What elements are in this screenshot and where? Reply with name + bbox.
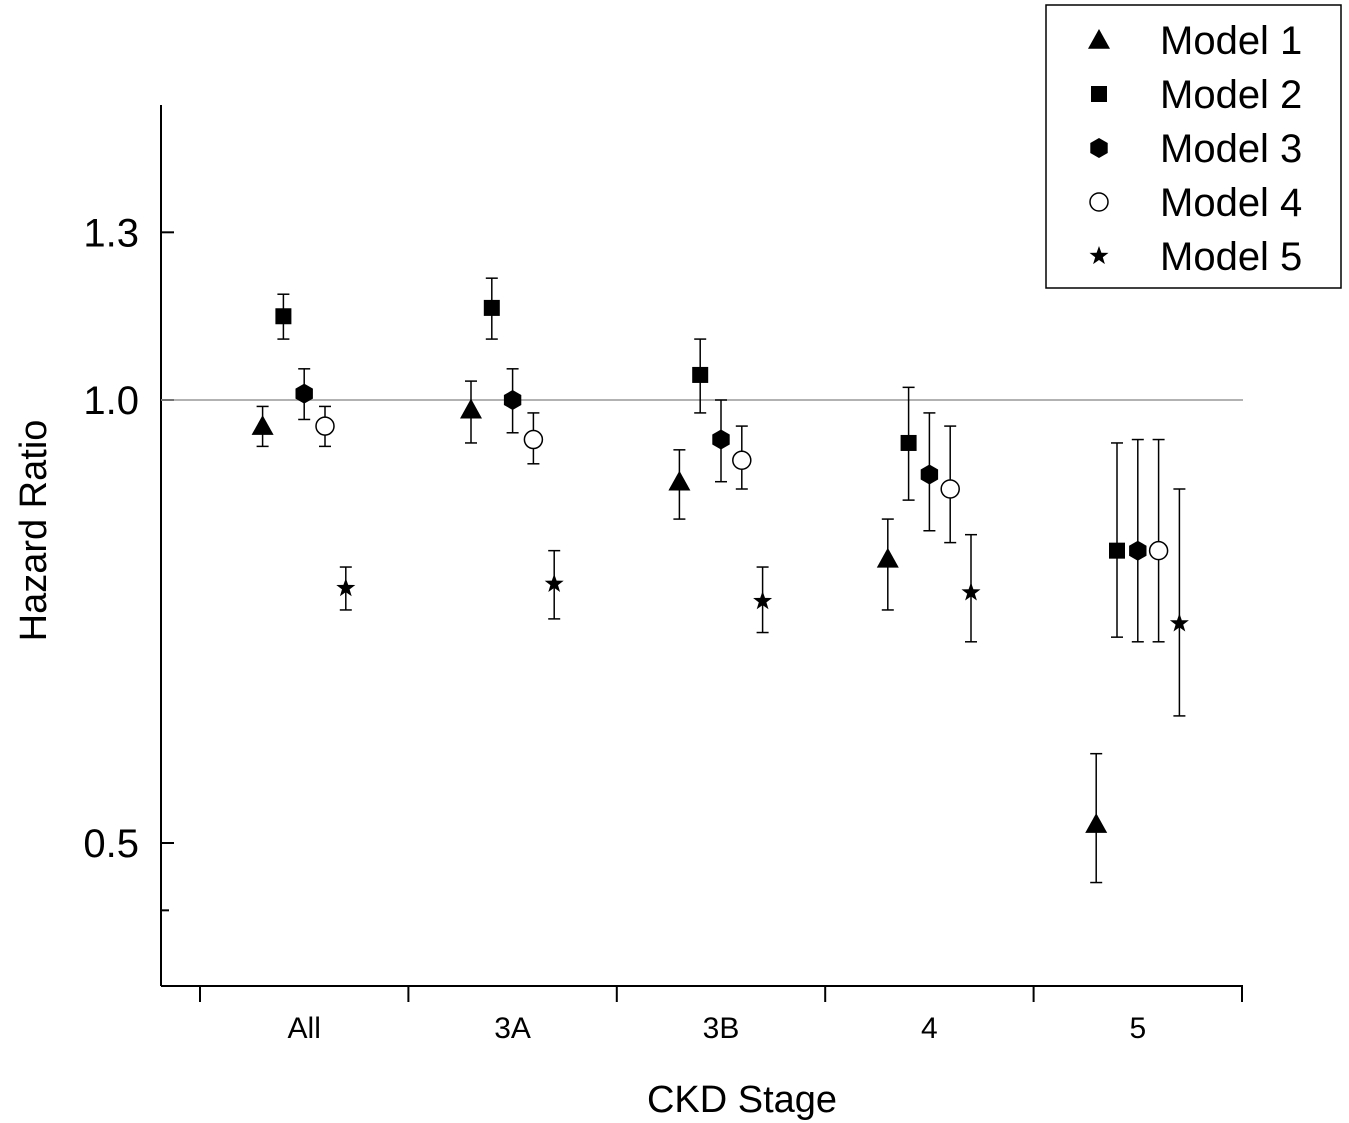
data-point — [940, 479, 960, 499]
x-tick-label: All — [288, 1012, 321, 1045]
data-point — [712, 429, 730, 450]
legend-marker — [1091, 86, 1107, 102]
data-point — [523, 429, 544, 450]
data-point — [315, 416, 335, 436]
x-tick-label: 5 — [1129, 1012, 1146, 1045]
data-point — [876, 547, 899, 568]
legend-marker — [1089, 192, 1109, 212]
axes: 0.5 1.0 1.3 All 3A 3B 4 5 CKD Stage Hazard Ratio — [13, 105, 1243, 1121]
legend-label: Model 3 — [1160, 127, 1302, 171]
data-point — [336, 578, 356, 597]
data-point — [544, 573, 564, 592]
x-tick-label: 3A — [494, 1012, 531, 1045]
x-axis-title: CKD Stage — [647, 1079, 837, 1121]
data-point — [503, 390, 522, 410]
data-marks — [251, 277, 1189, 884]
data-point — [1085, 813, 1108, 833]
legend-label: Model 2 — [1160, 73, 1302, 117]
legend-marker — [1090, 138, 1108, 158]
y-tick-label: 0.5 — [83, 822, 139, 866]
data-point — [483, 299, 500, 316]
x-tick-label: 4 — [921, 1012, 938, 1045]
data-point — [1169, 613, 1189, 632]
data-point — [753, 591, 773, 610]
y-axis-title: Hazard Ratio — [13, 420, 55, 642]
legend-marker — [1089, 246, 1109, 265]
data-point — [732, 450, 752, 471]
legend: Model 1 Model 2 Model 3 Model 4 Model 5 — [1045, 4, 1342, 289]
data-point — [295, 383, 313, 404]
data-point — [692, 366, 709, 383]
y-tick-label: 1.3 — [83, 211, 139, 255]
data-point — [900, 434, 917, 451]
legend-marker — [1088, 29, 1110, 49]
legend-label: Model 1 — [1160, 19, 1302, 63]
legend-label: Model 5 — [1160, 235, 1302, 279]
data-point — [275, 308, 292, 325]
data-point — [1148, 540, 1169, 561]
data-point — [1109, 542, 1125, 559]
data-point — [920, 464, 939, 485]
data-point — [460, 398, 482, 419]
x-tick-label: 3B — [703, 1012, 740, 1045]
legend-label: Model 4 — [1160, 181, 1302, 225]
data-point — [668, 470, 691, 491]
data-point — [251, 415, 274, 435]
data-point — [1129, 540, 1147, 561]
data-point — [961, 582, 981, 601]
y-tick-label: 1.0 — [83, 379, 139, 423]
